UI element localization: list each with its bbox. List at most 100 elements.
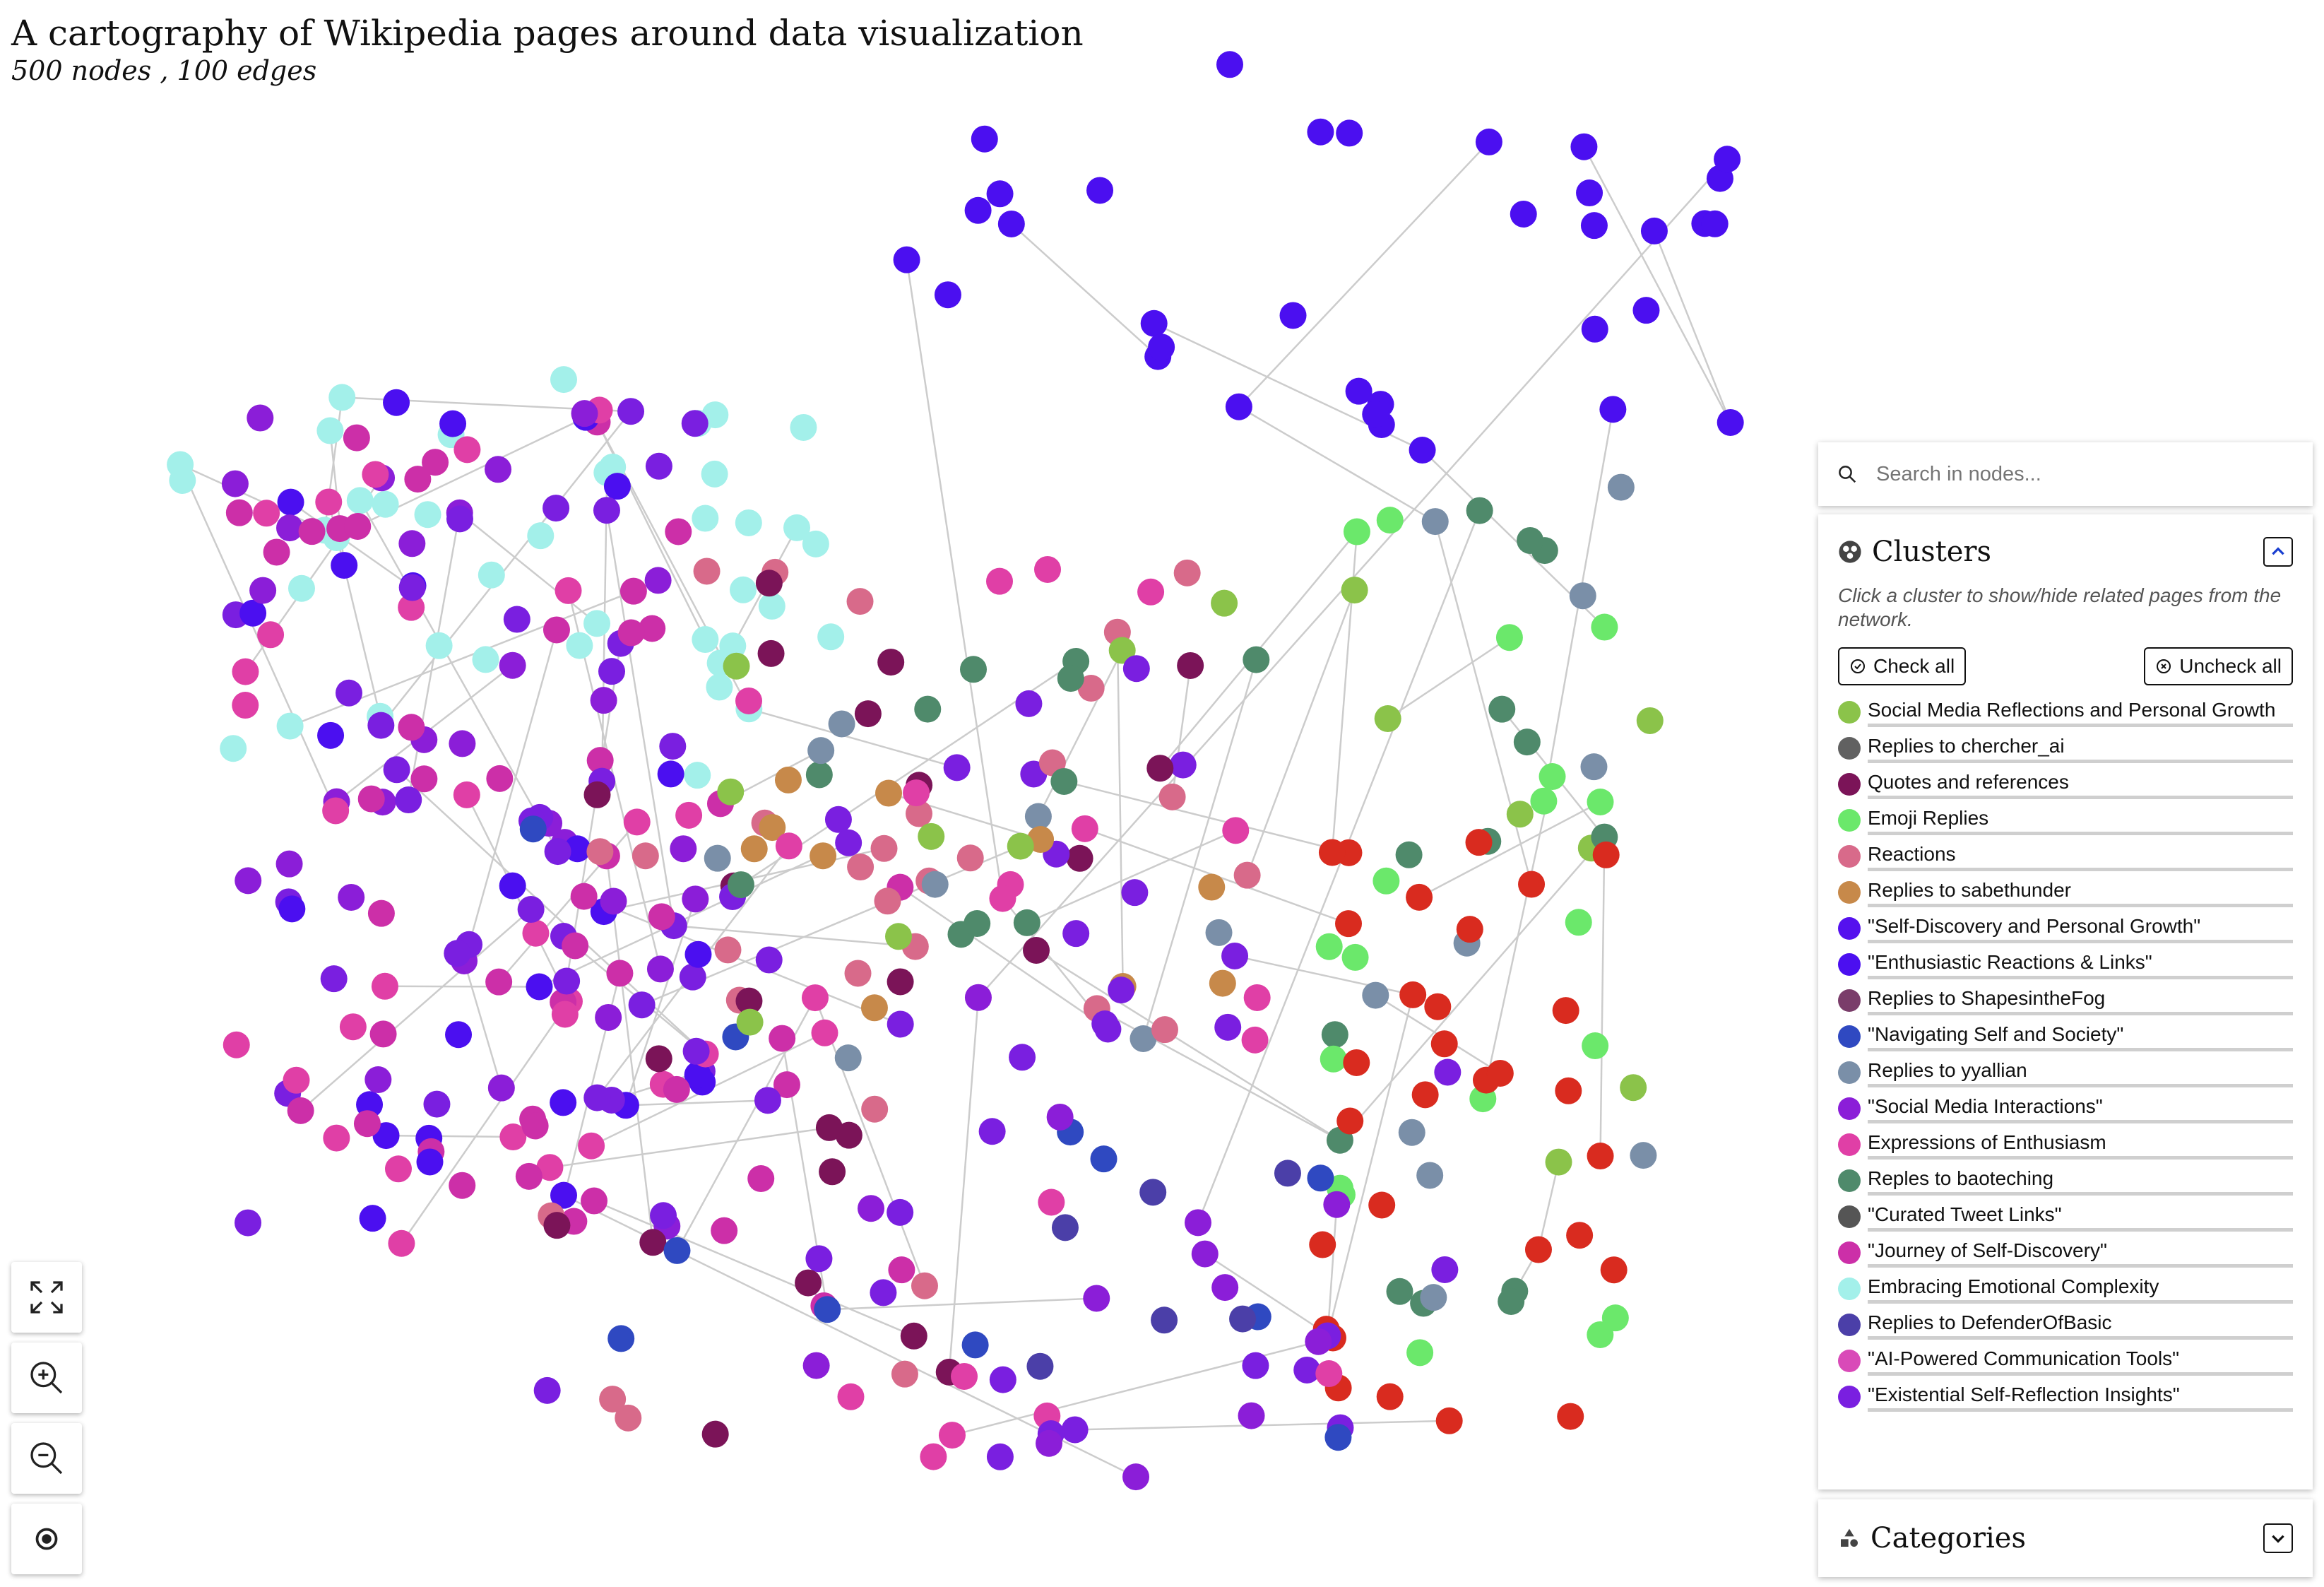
graph-node[interactable]: [834, 1044, 862, 1072]
graph-node[interactable]: [343, 424, 370, 452]
graph-node[interactable]: [1576, 179, 1603, 207]
graph-node[interactable]: [1570, 133, 1598, 160]
graph-node[interactable]: [317, 721, 345, 749]
graph-node[interactable]: [1466, 497, 1493, 524]
graph-node[interactable]: [628, 991, 656, 1019]
graph-node[interactable]: [1222, 817, 1250, 844]
graph-node[interactable]: [287, 574, 315, 602]
graph-node[interactable]: [423, 1090, 451, 1118]
graph-node[interactable]: [989, 1366, 1016, 1393]
graph-node[interactable]: [1243, 646, 1270, 673]
cluster-item[interactable]: "Existential Self-Reflection Insights": [1838, 1383, 2293, 1412]
graph-node[interactable]: [570, 883, 598, 910]
graph-node[interactable]: [1486, 1059, 1514, 1087]
graph-node[interactable]: [773, 1071, 800, 1099]
graph-node[interactable]: [747, 1165, 775, 1193]
cluster-item[interactable]: "Journey of Self-Discovery": [1838, 1239, 2293, 1268]
graph-node[interactable]: [657, 760, 684, 788]
graph-node[interactable]: [681, 410, 709, 437]
graph-node[interactable]: [692, 626, 719, 654]
graph-node[interactable]: [888, 1256, 915, 1284]
graph-node[interactable]: [775, 832, 802, 860]
graph-node[interactable]: [1557, 1403, 1584, 1430]
cluster-item[interactable]: "AI-Powered Communication Tools": [1838, 1347, 2293, 1376]
graph-node[interactable]: [1530, 787, 1558, 815]
graph-node[interactable]: [1066, 844, 1093, 872]
graph-node[interactable]: [964, 196, 992, 224]
graph-node[interactable]: [1456, 916, 1483, 943]
graph-node[interactable]: [1341, 577, 1368, 604]
graph-node[interactable]: [736, 1008, 764, 1036]
graph-node[interactable]: [1386, 1278, 1413, 1305]
graph-node[interactable]: [1050, 767, 1078, 795]
graph-node[interactable]: [562, 932, 589, 960]
graph-node[interactable]: [544, 838, 571, 866]
graph-node[interactable]: [1582, 1032, 1609, 1060]
graph-node[interactable]: [1148, 334, 1175, 361]
graph-node[interactable]: [1173, 559, 1201, 586]
graph-node[interactable]: [887, 968, 914, 996]
graph-node[interactable]: [364, 1066, 392, 1094]
graph-node[interactable]: [1591, 613, 1618, 641]
graph-node[interactable]: [1345, 377, 1373, 405]
graph-node[interactable]: [684, 762, 711, 789]
graph-node[interactable]: [1122, 1463, 1150, 1491]
graph-node[interactable]: [1714, 146, 1741, 173]
graph-node[interactable]: [790, 413, 817, 441]
graph-node[interactable]: [1524, 1236, 1552, 1263]
graph-node[interactable]: [644, 567, 672, 594]
graph-node[interactable]: [383, 756, 410, 784]
graph-node[interactable]: [383, 389, 410, 416]
graph-node[interactable]: [323, 1124, 350, 1152]
graph-node[interactable]: [1430, 1030, 1458, 1058]
graph-node[interactable]: [388, 1229, 415, 1257]
graph-node[interactable]: [1552, 997, 1579, 1025]
graph-node[interactable]: [1158, 783, 1186, 810]
cluster-item[interactable]: Replies to sabethunder: [1838, 878, 2293, 907]
graph-node[interactable]: [221, 470, 249, 497]
graph-node[interactable]: [921, 871, 949, 898]
graph-node[interactable]: [1051, 1214, 1079, 1241]
graph-node[interactable]: [727, 871, 754, 899]
uncheck-all-button[interactable]: Uncheck all: [2144, 647, 2293, 685]
graph-node[interactable]: [914, 695, 942, 723]
graph-node[interactable]: [1341, 943, 1369, 971]
graph-node[interactable]: [885, 923, 913, 950]
graph-node[interactable]: [322, 797, 350, 825]
graph-node[interactable]: [645, 1045, 672, 1073]
graph-node[interactable]: [232, 692, 259, 719]
graph-node[interactable]: [934, 281, 961, 309]
graph-node[interactable]: [1169, 751, 1197, 779]
graph-node[interactable]: [275, 850, 303, 878]
graph-node[interactable]: [328, 384, 356, 411]
graph-node[interactable]: [1701, 210, 1729, 237]
graph-node[interactable]: [599, 1386, 627, 1413]
cluster-item[interactable]: Replies to yyallian: [1838, 1058, 2293, 1087]
graph-node[interactable]: [414, 501, 441, 529]
graph-node[interactable]: [1024, 803, 1052, 830]
graph-node[interactable]: [1336, 1107, 1364, 1135]
graph-node[interactable]: [623, 808, 651, 836]
graph-node[interactable]: [1318, 839, 1346, 866]
graph-node[interactable]: [1077, 675, 1105, 702]
graph-node[interactable]: [499, 872, 526, 899]
graph-node[interactable]: [805, 1245, 833, 1273]
graph-node[interactable]: [603, 473, 631, 500]
graph-node[interactable]: [371, 972, 398, 1000]
graph-node[interactable]: [645, 452, 672, 480]
graph-node[interactable]: [1324, 1424, 1352, 1451]
graph-node[interactable]: [1090, 1145, 1117, 1173]
graph-node[interactable]: [398, 574, 426, 601]
graph-node[interactable]: [449, 1172, 476, 1199]
graph-node[interactable]: [499, 1123, 527, 1151]
cluster-item[interactable]: "Enthusiastic Reactions & Links": [1838, 950, 2293, 979]
graph-node[interactable]: [1086, 177, 1114, 204]
graph-node[interactable]: [564, 835, 591, 863]
graph-node[interactable]: [1293, 1356, 1321, 1384]
graph-node[interactable]: [1518, 871, 1546, 898]
graph-node[interactable]: [287, 1097, 314, 1124]
graph-node[interactable]: [533, 1376, 561, 1404]
graph-node[interactable]: [1061, 1416, 1089, 1444]
graph-node[interactable]: [858, 1195, 885, 1222]
graph-node[interactable]: [359, 1205, 386, 1232]
